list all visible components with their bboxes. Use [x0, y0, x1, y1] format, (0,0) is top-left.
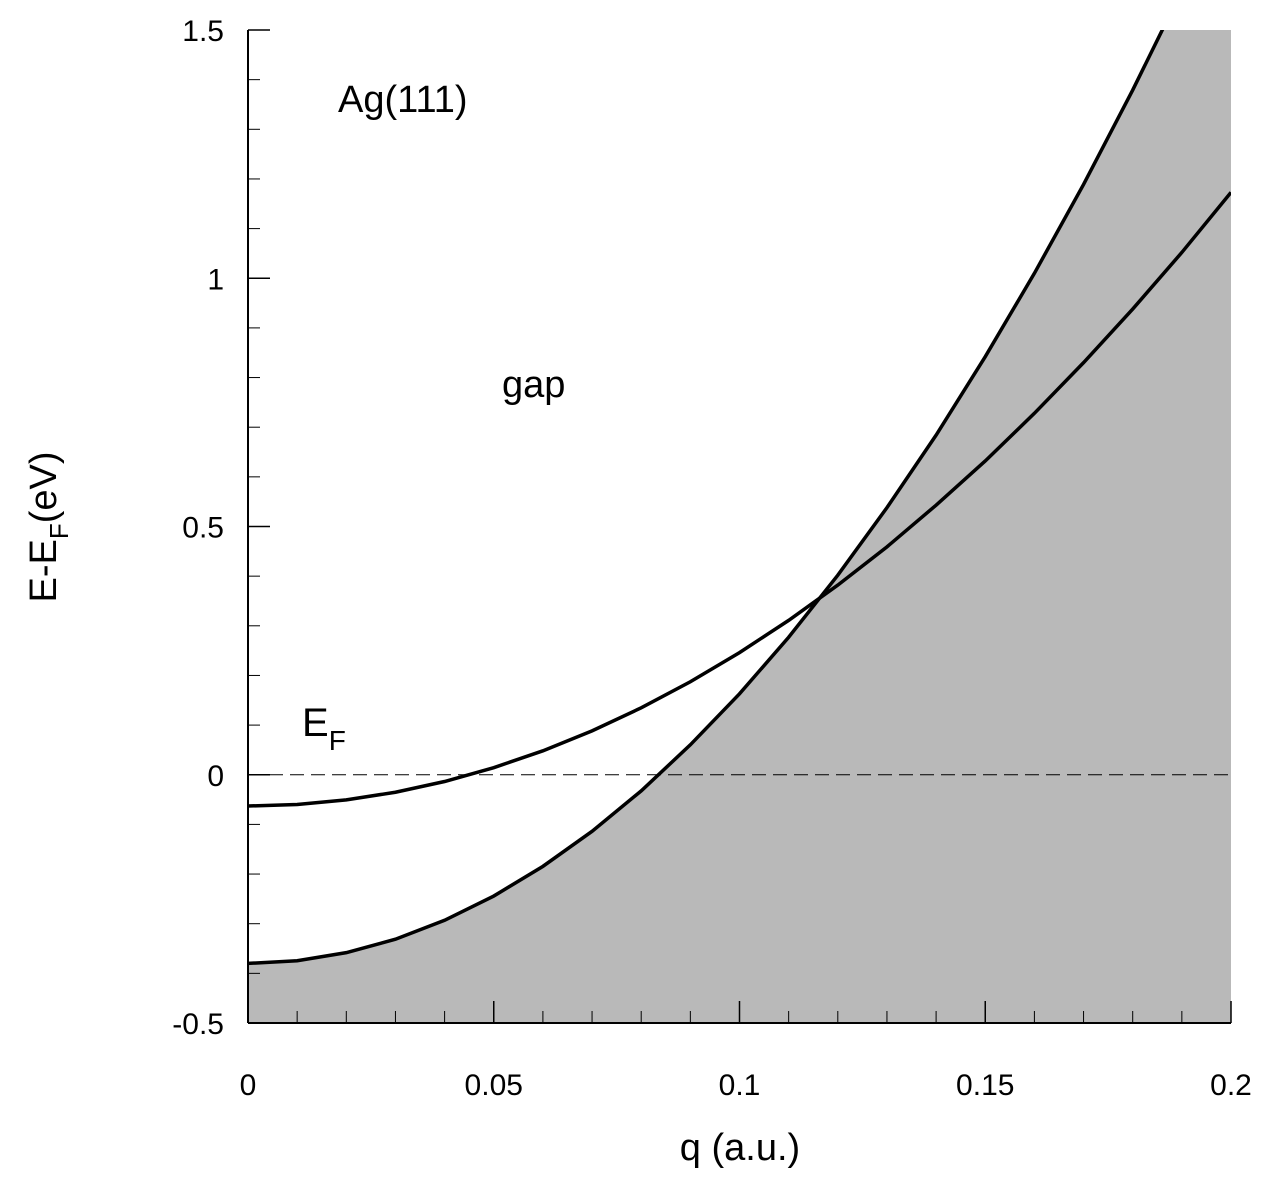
y-axis-label: E-EF(eV) — [23, 451, 74, 602]
x-tick-label: 0.15 — [956, 1069, 1014, 1102]
y-label-sub: F — [44, 523, 74, 539]
fermi-main: E — [302, 701, 329, 745]
x-axis-label: q (a.u.) — [680, 1127, 800, 1169]
y-tick-label: 1 — [207, 263, 224, 296]
fermi-label: EF — [302, 701, 346, 756]
material-label: Ag(111) — [338, 79, 468, 121]
x-tick-label: 0 — [240, 1069, 257, 1102]
x-tick-label: 0.05 — [465, 1069, 523, 1102]
y-tick-label: 1.5 — [182, 15, 224, 48]
y-label-main: E-E — [23, 539, 65, 602]
shaded-region — [248, 30, 1231, 1023]
gap-label: gap — [502, 364, 565, 406]
x-tick-label: 0.2 — [1210, 1069, 1252, 1102]
y-tick-label: 0.5 — [182, 512, 224, 545]
y-tick-label: 0 — [207, 760, 224, 793]
y-tick-label: -0.5 — [172, 1008, 224, 1041]
fermi-sub: F — [329, 725, 346, 756]
plot-area — [248, 30, 1231, 1023]
y-label-unit: (eV) — [23, 451, 65, 523]
curve — [248, 191, 1231, 808]
x-tick-label: 0.1 — [719, 1069, 761, 1102]
curve — [248, 30, 1165, 966]
